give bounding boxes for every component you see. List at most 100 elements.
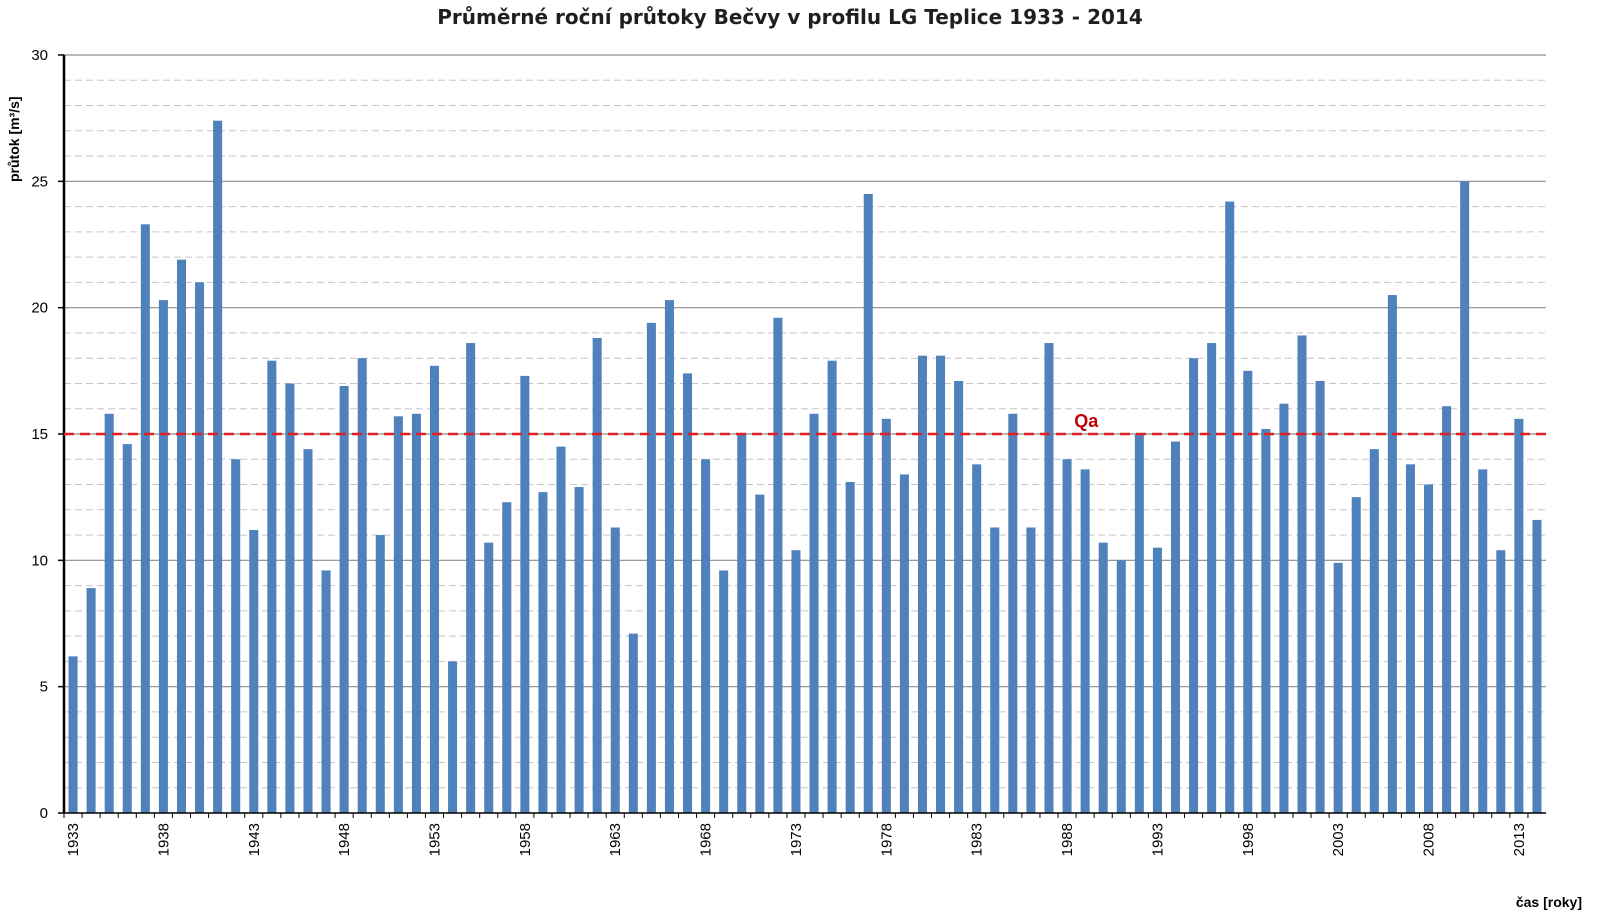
- bar-1997: [1225, 201, 1235, 814]
- bar-2010: [1460, 181, 1470, 814]
- bar-2009: [1442, 406, 1452, 813]
- bar-1946: [303, 449, 313, 813]
- y-tick-label: 25: [31, 173, 48, 190]
- bar-1970: [737, 434, 747, 813]
- x-tick-label: 1948: [336, 823, 353, 856]
- bar-1990: [1098, 542, 1108, 813]
- x-tick-label: 1953: [427, 823, 444, 856]
- bar-1965: [646, 322, 656, 813]
- bar-1937: [140, 224, 150, 813]
- bar-1960: [556, 446, 566, 813]
- x-tick-label: 1983: [969, 823, 986, 856]
- bar-2004: [1351, 497, 1361, 813]
- bar-2013: [1514, 418, 1524, 813]
- bar-1957: [502, 502, 512, 813]
- bar-1956: [484, 542, 494, 813]
- bar-1953: [429, 365, 440, 813]
- bar-1963: [610, 527, 620, 813]
- bar-1985: [1008, 413, 1018, 813]
- x-tick-label: 2003: [1330, 823, 1347, 856]
- bar-1934: [86, 588, 96, 813]
- bar-1977: [863, 193, 873, 813]
- bar-1940: [195, 282, 205, 813]
- y-tick-label: 30: [31, 47, 48, 64]
- x-tick-label: 1933: [65, 823, 82, 856]
- bar-1959: [538, 492, 548, 813]
- bar-1967: [683, 373, 693, 813]
- bar-2014: [1532, 519, 1542, 813]
- bar-1964: [628, 633, 638, 813]
- bar-2008: [1424, 484, 1434, 813]
- y-tick-label: 5: [40, 679, 48, 696]
- bar-1976: [845, 482, 855, 813]
- bar-2002: [1315, 380, 1325, 813]
- bar-1935: [104, 413, 114, 813]
- x-tick-label: 1993: [1149, 823, 1166, 856]
- bar-1995: [1189, 358, 1199, 813]
- bar-1983: [972, 464, 982, 813]
- y-tick-label: 15: [31, 426, 48, 443]
- bar-1950: [375, 535, 385, 813]
- bar-1980: [917, 355, 927, 813]
- bar-1996: [1207, 343, 1217, 813]
- bar-1988: [1062, 459, 1072, 813]
- x-tick-label: 1968: [698, 823, 715, 856]
- bar-1952: [411, 413, 421, 813]
- bar-1991: [1116, 560, 1126, 813]
- reference-line-group: Qa: [64, 411, 1552, 436]
- bar-1969: [719, 570, 729, 813]
- bar-1974: [809, 413, 819, 813]
- bar-1933: [68, 656, 78, 813]
- bar-1998: [1243, 370, 1253, 813]
- qa-reference-label: Qa: [1074, 411, 1099, 431]
- bar-1966: [664, 300, 674, 813]
- bar-1994: [1170, 441, 1181, 813]
- bars: [68, 120, 1542, 814]
- bar-1979: [899, 474, 909, 813]
- bar-1938: [158, 300, 168, 813]
- bar-2003: [1333, 562, 1343, 813]
- bar-1981: [936, 355, 946, 813]
- y-tick-label: 20: [31, 300, 48, 317]
- bar-1936: [122, 444, 132, 813]
- x-tick-label: 1963: [607, 823, 624, 856]
- bar-1962: [592, 337, 602, 813]
- y-tick-labels: 0 5 10 15 20 25 30: [31, 47, 48, 822]
- bar-1975: [827, 360, 837, 813]
- bar-2006: [1387, 295, 1397, 813]
- y-axis-label: průtok [m³/s]: [6, 96, 22, 182]
- bar-1971: [755, 494, 765, 813]
- y-tick-label: 0: [40, 805, 48, 822]
- bar-2012: [1496, 550, 1506, 813]
- x-tick-label: 2013: [1511, 823, 1528, 856]
- bar-1993: [1152, 547, 1162, 813]
- bar-1945: [285, 383, 295, 813]
- bar-1954: [448, 661, 458, 813]
- x-tick-labels: 1933 1938 1943 1948 1953 1958 1963 1968 1973 1978…: [65, 823, 1528, 856]
- x-axis-label: čas [roky]: [1516, 894, 1582, 910]
- bar-1978: [881, 418, 891, 813]
- bar-1972: [773, 317, 783, 813]
- bar-1947: [321, 570, 331, 813]
- bar-1939: [176, 259, 186, 813]
- bar-1986: [1026, 527, 1036, 813]
- x-tick-label: 1978: [878, 823, 895, 856]
- bar-1989: [1080, 469, 1090, 813]
- bar-1942: [231, 459, 241, 813]
- bar-1973: [791, 550, 801, 813]
- bar-1951: [393, 416, 403, 813]
- x-tick-label: 1973: [788, 823, 805, 856]
- bar-1961: [574, 487, 584, 813]
- bar-1968: [701, 459, 711, 813]
- bar-1941: [213, 120, 223, 813]
- x-tick-label: 1958: [517, 823, 534, 856]
- bar-2000: [1279, 403, 1289, 813]
- bar-2005: [1369, 449, 1379, 813]
- bar-1958: [520, 375, 530, 813]
- bar-1944: [267, 360, 277, 813]
- chart-title: Průměrné roční průtoky Bečvy v profilu L…: [437, 5, 1142, 29]
- bar-1984: [990, 527, 1000, 813]
- bar-2007: [1405, 464, 1415, 813]
- y-tick-label: 10: [31, 552, 48, 569]
